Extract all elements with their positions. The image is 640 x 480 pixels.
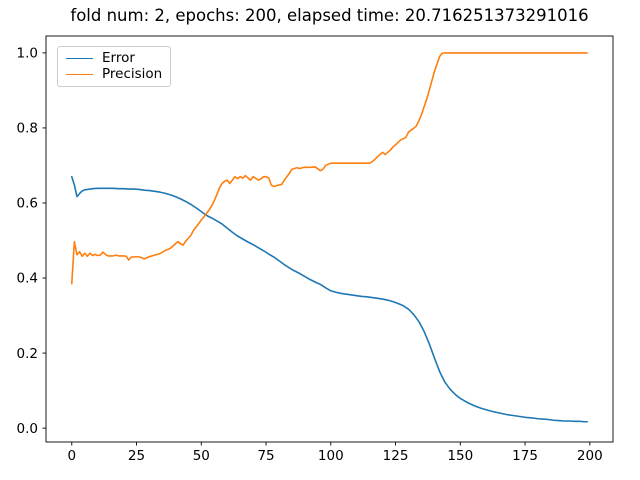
y-tick-label: 0.2 xyxy=(17,346,38,362)
y-tick-label: 0.8 xyxy=(17,121,38,137)
x-tick-label: 75 xyxy=(257,448,274,464)
x-tick-label: 125 xyxy=(383,448,409,464)
legend: Error Precision xyxy=(57,46,171,87)
x-tick-label: 100 xyxy=(318,448,344,464)
precision-line-swatch xyxy=(66,74,93,76)
x-tick-label: 50 xyxy=(193,448,210,464)
legend-item-error: Error xyxy=(66,49,162,66)
precision-line xyxy=(70,52,589,285)
legend-label-precision: Precision xyxy=(102,66,163,83)
legend-label-error: Error xyxy=(102,49,135,66)
error-line-swatch xyxy=(66,57,93,59)
x-tick-label: 25 xyxy=(128,448,145,464)
chart-title: fold num: 2, epochs: 200, elapsed time: … xyxy=(70,6,589,25)
x-tick-label: 175 xyxy=(512,448,538,464)
legend-item-precision: Precision xyxy=(66,67,162,82)
y-tick-label: 1.0 xyxy=(17,46,38,62)
x-tick-label: 0 xyxy=(67,448,76,464)
error-line xyxy=(70,175,589,423)
x-tick-label: 200 xyxy=(577,448,603,464)
axes-frame xyxy=(45,35,614,443)
y-tick-label: 0.6 xyxy=(17,196,38,212)
x-tick-label: 150 xyxy=(447,448,473,464)
y-tick-label: 0.0 xyxy=(17,421,38,437)
y-tick-label: 0.4 xyxy=(17,271,38,287)
